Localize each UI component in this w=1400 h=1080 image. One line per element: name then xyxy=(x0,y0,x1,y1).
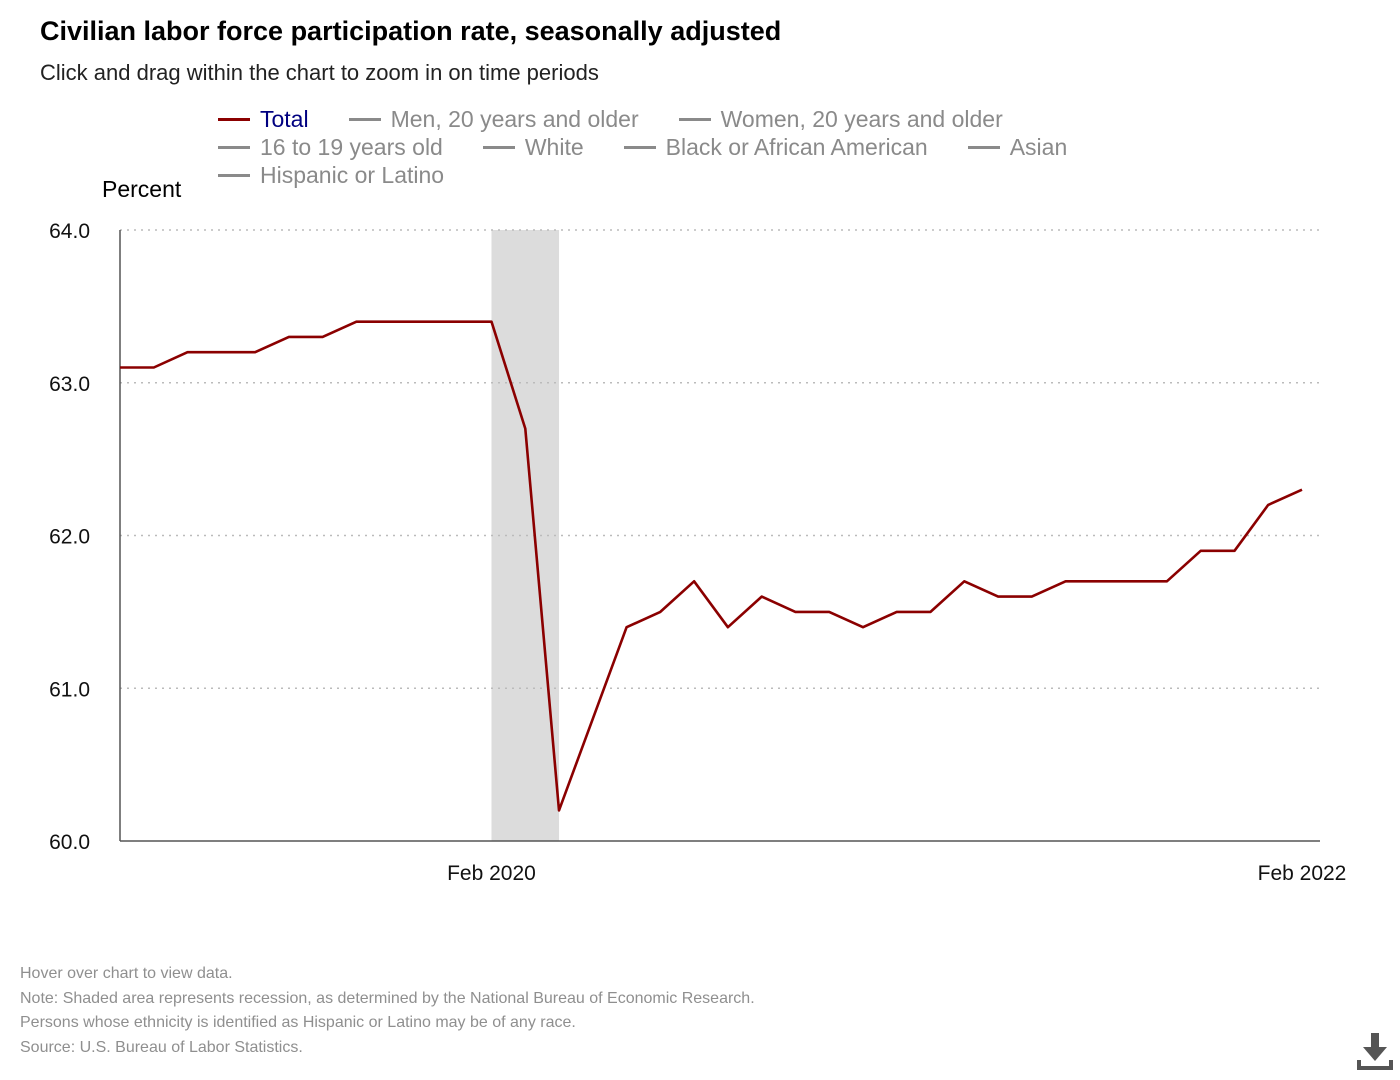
x-tick-label: Feb 2022 xyxy=(1258,862,1347,885)
data-point[interactable] xyxy=(1228,545,1240,557)
legend-swatch xyxy=(218,173,250,177)
data-point[interactable] xyxy=(789,606,801,618)
legend-swatch xyxy=(678,117,711,121)
data-point[interactable] xyxy=(452,316,464,328)
data-point[interactable] xyxy=(114,361,126,373)
legend-label: Women, 20 years and older xyxy=(720,105,1003,132)
legend-swatch xyxy=(218,145,250,149)
series-line-total[interactable] xyxy=(120,320,1303,812)
legend-swatch xyxy=(623,145,656,149)
data-point[interactable] xyxy=(688,575,700,587)
data-point[interactable] xyxy=(283,331,295,343)
legend-swatch xyxy=(218,117,250,121)
legend-item-total[interactable]: Total xyxy=(218,106,309,133)
x-tick-label: Feb 2020 xyxy=(447,862,536,885)
legend-label: Men, 20 years and older xyxy=(390,105,639,132)
data-point[interactable] xyxy=(249,346,261,358)
legend-row: Hispanic or Latino xyxy=(218,161,1158,189)
data-point[interactable] xyxy=(553,804,565,816)
chart-title: Civilian labor force participation rate,… xyxy=(40,16,782,46)
data-point[interactable] xyxy=(654,606,666,618)
legend-label: Hispanic or Latino xyxy=(260,161,445,188)
data-point[interactable] xyxy=(485,316,497,328)
legend-swatch xyxy=(348,117,381,121)
download-icon xyxy=(1357,1033,1393,1070)
legend-label: Black or African American xyxy=(665,133,928,160)
chart-subtitle: Click and drag within the chart to zoom … xyxy=(40,60,599,85)
data-point[interactable] xyxy=(722,621,734,633)
data-point[interactable] xyxy=(925,606,937,618)
note-ethnicity: Persons whose ethnicity is identified as… xyxy=(20,1014,576,1031)
data-point[interactable] xyxy=(1127,575,1139,587)
legend-item-white[interactable]: White xyxy=(482,133,584,161)
data-point[interactable] xyxy=(148,361,160,373)
legend-item-men-20-years-and-older[interactable]: Men, 20 years and older xyxy=(348,105,639,133)
legend-item-black-or-african-american[interactable]: Black or African American xyxy=(623,133,928,161)
y-axis-label: Percent xyxy=(102,176,182,202)
legend: Total Men, 20 years and older Women, 20 ye… xyxy=(218,105,1158,189)
y-tick-label: 63.0 xyxy=(49,373,90,396)
data-point[interactable] xyxy=(1060,575,1072,587)
legend-item-asian[interactable]: Asian xyxy=(967,133,1068,161)
legend-swatch xyxy=(967,145,1000,149)
note-source: Source: U.S. Bureau of Labor Statistics. xyxy=(20,1038,303,1056)
data-point[interactable] xyxy=(1262,499,1274,511)
data-point[interactable] xyxy=(182,346,194,358)
data-point[interactable] xyxy=(992,591,1004,603)
data-point[interactable] xyxy=(1093,575,1105,587)
data-point[interactable] xyxy=(756,591,768,603)
note-recession: Note: Shaded area represents recession, … xyxy=(20,989,755,1007)
data-point[interactable] xyxy=(1026,591,1038,603)
legend-label: White xyxy=(524,133,584,160)
legend-label: 16 to 19 years old xyxy=(260,133,443,160)
data-point[interactable] xyxy=(418,316,430,328)
data-point[interactable] xyxy=(621,621,633,633)
legend-item-women-20-years-and-older[interactable]: Women, 20 years and older xyxy=(678,105,1003,133)
data-point[interactable] xyxy=(350,316,362,328)
legend-item-hispanic-or-latino[interactable]: Hispanic or Latino xyxy=(218,162,444,189)
legend-row: 16 to 19 years old White Black or African … xyxy=(218,133,1158,161)
y-tick-label: 62.0 xyxy=(49,526,90,549)
data-point[interactable] xyxy=(857,621,869,633)
data-point[interactable] xyxy=(317,331,329,343)
note-hover: Hover over chart to view data. xyxy=(20,965,233,982)
line-chart[interactable]: 60.0 61.0 62.0 63.0 64.0 Feb 2020 Feb 2022 xyxy=(0,0,1400,900)
legend-label: Asian xyxy=(1009,133,1068,160)
data-point[interactable] xyxy=(587,713,599,725)
data-point[interactable] xyxy=(823,606,835,618)
data-point[interactable] xyxy=(384,316,396,328)
legend-swatch xyxy=(482,145,515,149)
legend-row: Total Men, 20 years and older Women, 20 ye… xyxy=(218,105,1158,133)
data-point[interactable] xyxy=(1296,484,1308,496)
data-point[interactable] xyxy=(519,423,531,435)
data-point[interactable] xyxy=(958,575,970,587)
data-point[interactable] xyxy=(891,606,903,618)
y-tick-label: 64.0 xyxy=(49,220,90,243)
data-point[interactable] xyxy=(1161,575,1173,587)
data-point[interactable] xyxy=(1195,545,1207,557)
y-tick-label: 60.0 xyxy=(49,831,90,854)
legend-item-16-to-19-years-old[interactable]: 16 to 19 years old xyxy=(218,134,443,161)
chart-notes: Hover over chart to view data. Note: Sha… xyxy=(20,962,755,1060)
data-point[interactable] xyxy=(215,346,227,358)
y-tick-label: 61.0 xyxy=(49,678,90,701)
download-button[interactable] xyxy=(1352,1030,1396,1074)
legend-label: Total xyxy=(260,105,309,132)
